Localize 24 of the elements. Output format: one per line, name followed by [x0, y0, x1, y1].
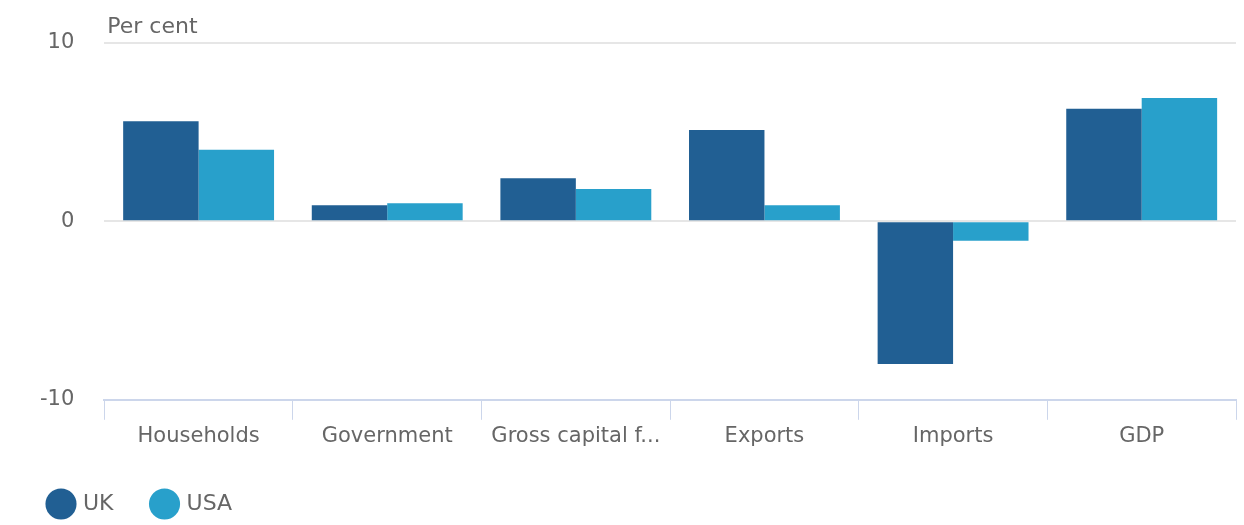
y-axis-title: Per cent — [107, 13, 198, 39]
bar — [500, 178, 576, 221]
bar — [198, 149, 275, 221]
bar — [764, 205, 840, 221]
bar — [689, 130, 765, 221]
bar — [575, 189, 652, 221]
x-tick-label: Government — [321, 422, 453, 447]
bar — [953, 222, 1029, 241]
bar — [311, 205, 388, 221]
x-tick-label: Exports — [724, 422, 805, 447]
bar — [387, 203, 463, 221]
y-tick-label: 10 — [47, 29, 75, 54]
bar — [1141, 97, 1218, 221]
legend-label: USA — [186, 489, 233, 515]
legend-label: UK — [83, 489, 115, 515]
y-tick-label: -10 — [39, 386, 75, 411]
x-tick-label: Households — [137, 422, 260, 447]
bar — [877, 222, 954, 365]
bar — [123, 121, 199, 221]
y-tick-label: 0 — [60, 207, 75, 232]
x-tick-label: Imports — [912, 422, 994, 447]
bar — [1066, 108, 1142, 221]
x-tick-label: Gross capital f... — [491, 422, 661, 447]
x-tick-label: GDP — [1119, 422, 1165, 447]
